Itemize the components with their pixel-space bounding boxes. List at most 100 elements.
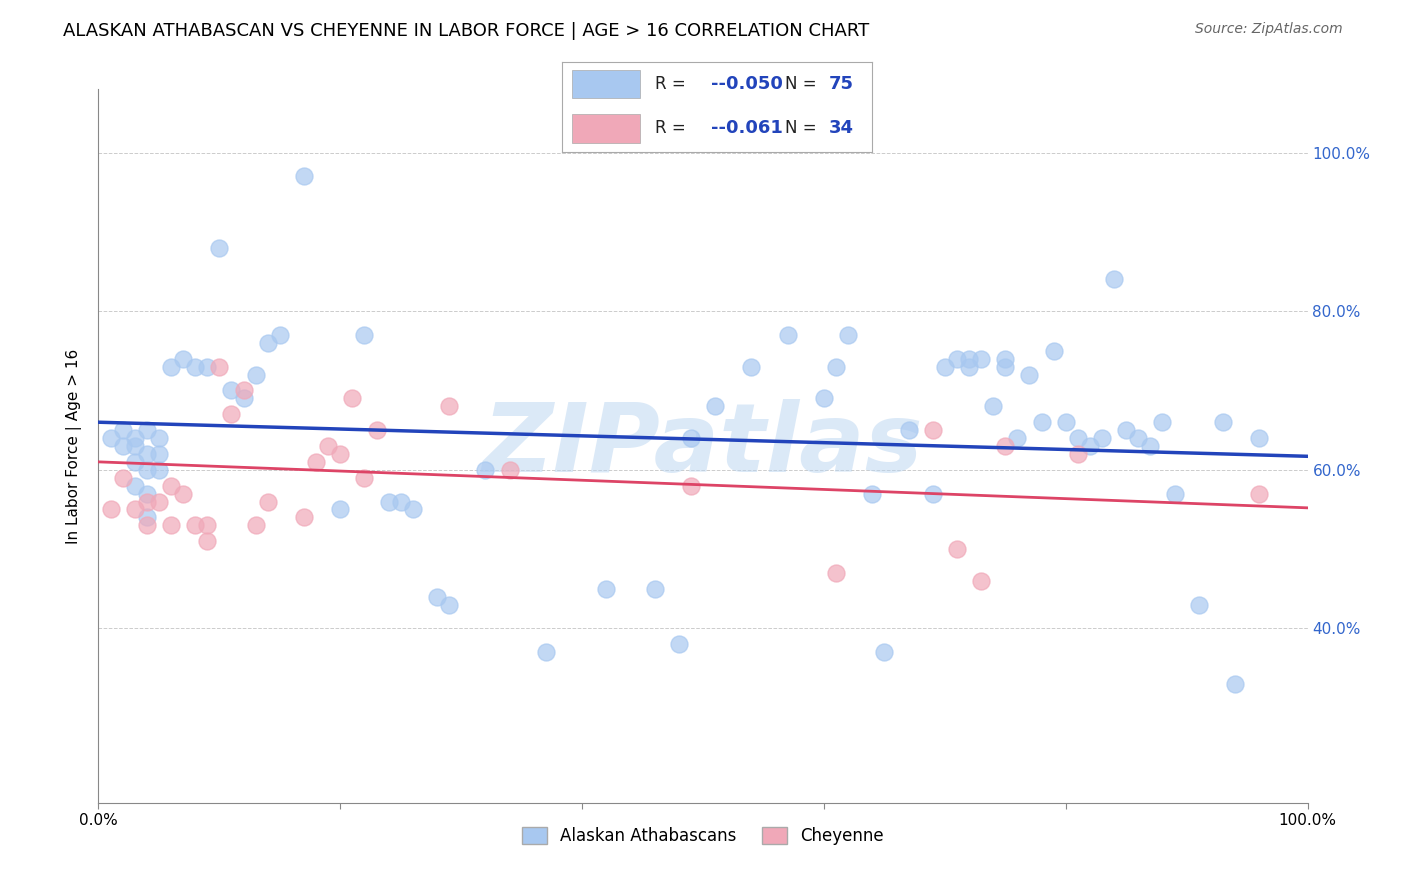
Point [474,463,496,477]
Point [776,328,799,343]
Point [221,384,243,398]
Point [124,439,146,453]
Point [873,645,896,659]
Point [981,400,1004,414]
Point [1102,272,1125,286]
Text: ALASKAN ATHABASCAN VS CHEYENNE IN LABOR FORCE | AGE > 16 CORRELATION CHART: ALASKAN ATHABASCAN VS CHEYENNE IN LABOR … [63,22,869,40]
Point [353,471,375,485]
Point [957,359,980,374]
Point [946,351,969,366]
Point [679,431,702,445]
Point [232,384,254,398]
Point [353,328,375,343]
Legend: Alaskan Athabascans, Cheyenne: Alaskan Athabascans, Cheyenne [516,820,890,852]
Point [897,423,920,437]
Point [1067,431,1090,445]
Point [342,392,364,406]
Point [195,518,218,533]
Point [1091,431,1114,445]
Text: R =: R = [655,75,692,93]
Text: Source: ZipAtlas.com: Source: ZipAtlas.com [1195,22,1343,37]
Point [1018,368,1040,382]
Point [1249,486,1271,500]
Point [269,328,291,343]
Point [1139,439,1161,453]
Point [135,510,157,524]
Point [135,518,157,533]
Point [1054,415,1077,429]
Text: N =: N = [785,120,823,137]
Point [498,463,520,477]
Point [704,400,727,414]
Point [994,351,1017,366]
Point [148,447,170,461]
Point [1007,431,1029,445]
Point [970,574,993,588]
Point [232,392,254,406]
Point [1223,677,1246,691]
Point [1031,415,1053,429]
Point [825,566,848,580]
Text: 34: 34 [828,120,853,137]
Point [148,494,170,508]
Point [160,359,183,374]
Point [208,241,231,255]
Point [813,392,835,406]
Point [921,486,943,500]
Point [100,431,122,445]
Point [946,542,969,557]
Point [135,463,157,477]
Point [679,478,702,492]
Point [825,359,848,374]
Point [921,423,943,437]
Point [208,359,231,374]
Point [124,478,146,492]
Point [316,439,339,453]
Text: N =: N = [785,75,823,93]
Point [221,407,243,421]
Point [292,510,315,524]
Point [111,471,134,485]
Point [111,423,134,437]
Point [366,423,388,437]
Point [1163,486,1185,500]
Point [1212,415,1234,429]
Point [934,359,956,374]
Text: 75: 75 [828,75,853,93]
Point [644,582,666,596]
Point [148,463,170,477]
Point [305,455,328,469]
Point [160,518,183,533]
Point [148,431,170,445]
Text: --0.061: --0.061 [711,120,783,137]
Point [256,335,278,350]
Point [1128,431,1150,445]
Point [994,439,1017,453]
FancyBboxPatch shape [572,114,640,143]
Point [195,359,218,374]
Point [172,486,194,500]
Text: R =: R = [655,120,692,137]
Point [135,494,157,508]
Point [957,351,980,366]
Point [124,455,146,469]
Point [668,637,690,651]
Text: --0.050: --0.050 [711,75,783,93]
Point [135,447,157,461]
Point [994,359,1017,374]
Point [1078,439,1101,453]
Point [1249,431,1271,445]
Point [1152,415,1174,429]
Point [135,423,157,437]
Text: ZIPatlas: ZIPatlas [482,400,924,492]
Point [124,431,146,445]
Point [1042,343,1064,358]
Point [534,645,557,659]
Point [195,534,218,549]
Point [245,368,267,382]
Point [1188,598,1211,612]
Point [740,359,762,374]
Point [292,169,315,184]
Point [329,502,352,516]
Point [245,518,267,533]
